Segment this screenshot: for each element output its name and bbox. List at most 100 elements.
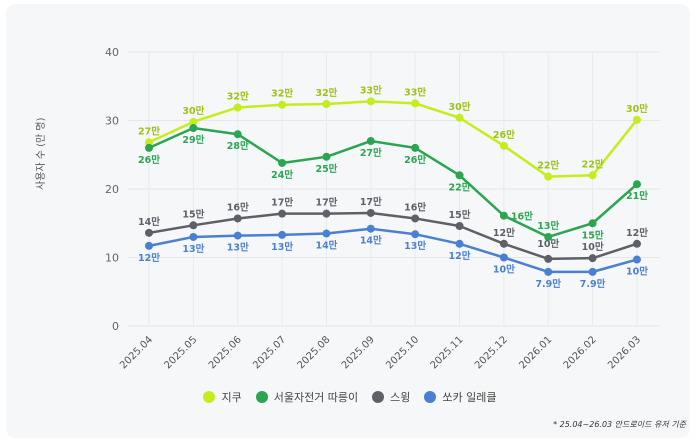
data-label: 21만 (626, 190, 648, 202)
data-point (544, 172, 553, 181)
y-tick-label: 20 (105, 183, 119, 196)
data-point (278, 209, 287, 218)
series-line (148, 100, 638, 178)
legend: 지쿠 서울자전거 따릉이 스윙 쏘카 일레클 (0, 389, 700, 405)
data-label: 10만 (493, 264, 515, 276)
x-tick-label: 2025.09 (340, 334, 377, 371)
data-point (588, 267, 597, 276)
data-label: 10만 (582, 241, 604, 253)
data-label: 13만 (537, 220, 559, 232)
data-label: 10만 (626, 266, 648, 278)
y-axis-label: 사용자 수 (만 명) (36, 117, 47, 190)
data-point (189, 117, 198, 126)
x-tick-label: 2026.02 (562, 334, 599, 371)
data-point (632, 115, 641, 124)
legend-item[interactable]: 지쿠 (203, 389, 242, 405)
data-label: 15만 (182, 208, 204, 220)
data-point (366, 137, 375, 146)
legend-swatch (203, 391, 216, 403)
y-tick-label: 30 (105, 115, 119, 128)
data-point (322, 229, 331, 238)
data-label: 13만 (227, 242, 249, 254)
data-point (366, 208, 375, 217)
data-label: 24만 (271, 169, 293, 181)
legend-item[interactable]: 스윙 (372, 389, 410, 405)
data-point (233, 103, 242, 112)
data-label: 7.9만 (580, 278, 606, 290)
data-point (278, 230, 287, 239)
legend-item[interactable]: 쏘카 일레클 (424, 389, 497, 405)
data-label: 25만 (315, 163, 337, 175)
data-label: 14만 (138, 216, 160, 228)
data-point (632, 180, 641, 189)
data-label: 10만 (537, 238, 559, 250)
data-point (145, 138, 153, 147)
y-tick-label: 40 (105, 46, 119, 59)
data-point (544, 232, 553, 241)
data-label: 16만 (227, 201, 249, 213)
legend-item[interactable]: 서울자전거 따릉이 (255, 389, 358, 405)
x-tick-label: 2025.11 (429, 334, 466, 371)
footnote: * 25.04~26.03 안드로이드 유저 기준 (553, 420, 686, 429)
data-point (499, 239, 508, 248)
data-point (455, 113, 464, 122)
data-label: 16만 (511, 211, 533, 223)
data-label: 15만 (449, 209, 471, 221)
x-tick-label: 2025.08 (296, 334, 333, 371)
data-label: 26만 (493, 129, 515, 141)
data-point (145, 241, 153, 250)
data-label: 14만 (360, 235, 382, 247)
data-point (189, 124, 198, 133)
data-label: 27만 (138, 125, 160, 137)
data-point (588, 254, 597, 263)
data-label: 32만 (227, 90, 249, 102)
data-label: 13만 (182, 243, 204, 255)
x-tick-label: 2025.10 (384, 334, 421, 371)
data-label: 7.9만 (535, 278, 561, 290)
legend-label: 지쿠 (221, 391, 242, 404)
data-point (233, 214, 242, 223)
data-label: 33만 (404, 86, 426, 98)
data-point (544, 254, 553, 263)
series-line (148, 227, 638, 274)
x-tick-label: 2025.12 (473, 334, 510, 371)
y-tick-label: 10 (105, 252, 119, 265)
data-point (544, 267, 553, 276)
data-label: 22만 (582, 158, 604, 170)
data-label: 12만 (138, 252, 160, 264)
data-label: 12만 (449, 250, 471, 262)
series-line (148, 126, 638, 239)
data-point (233, 130, 242, 139)
data-label: 17만 (360, 196, 382, 208)
data-label: 12만 (626, 227, 648, 239)
data-label: 16만 (404, 201, 426, 213)
data-point (411, 99, 420, 108)
legend-swatch (255, 391, 268, 403)
data-label: 17만 (315, 197, 337, 209)
data-label: 26만 (138, 154, 160, 166)
data-point (411, 143, 420, 152)
data-label: 30만 (449, 101, 471, 113)
series-line (148, 211, 638, 261)
data-label: 22만 (537, 160, 559, 172)
data-point (632, 239, 641, 248)
data-point (322, 209, 331, 218)
data-label: 30만 (626, 103, 648, 115)
data-point (499, 141, 508, 150)
data-label: 13만 (404, 240, 426, 252)
data-label: 32만 (271, 88, 293, 100)
data-point (322, 152, 331, 161)
data-label: 32만 (315, 87, 337, 99)
data-point (366, 97, 375, 106)
data-point (499, 253, 508, 262)
x-tick-label: 2025.06 (207, 334, 244, 371)
data-point (588, 219, 597, 228)
data-label: 12만 (493, 227, 515, 239)
y-tick-label: 0 (112, 320, 119, 333)
data-point (588, 171, 597, 180)
data-label: 15만 (582, 229, 604, 241)
data-label: 27만 (360, 147, 382, 159)
data-label: 33만 (360, 84, 382, 96)
data-point (189, 232, 198, 241)
data-label: 22만 (449, 181, 471, 193)
